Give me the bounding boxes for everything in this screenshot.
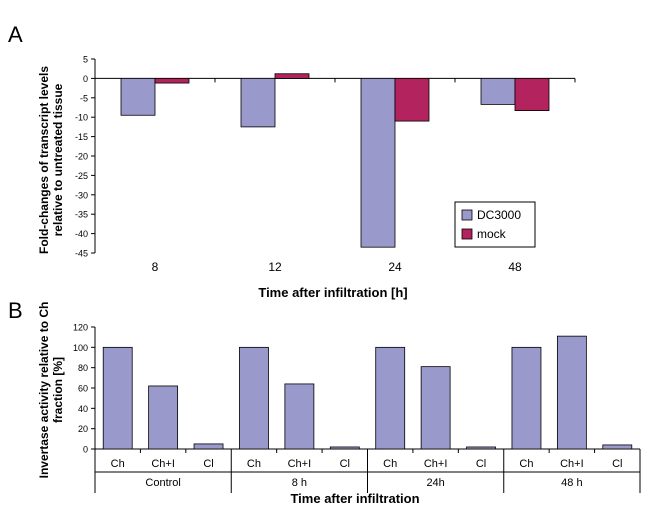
panel-b-y-tick-label: 60: [78, 384, 88, 394]
panel-b-y-tick-label: 40: [78, 404, 88, 414]
legend-label-dc3000: DC3000: [477, 208, 521, 222]
bar-8-h-ch: [239, 346, 269, 450]
panel-b-x-tick-label: Ch+I: [288, 458, 312, 470]
panel-a-y-tick-label: -45: [75, 249, 88, 259]
legend-label-mock: mock: [477, 227, 507, 241]
panel-b-y-tick-label: 120: [73, 323, 88, 333]
panel-b-label: B: [8, 298, 23, 323]
panel-b-y-tick-label: 80: [78, 363, 88, 373]
bar-dc3000-24h: [360, 78, 396, 248]
bar-dc3000-8h: [120, 78, 156, 116]
bar-dc3000-48h: [480, 78, 516, 105]
bar-mock-48h: [514, 78, 550, 112]
panel-a-y-tick-label: 5: [83, 55, 88, 65]
panel-b-x-tick-label: Cl: [612, 458, 622, 470]
panel-a-y-tick-label: -40: [75, 229, 88, 239]
panel-a-y-tick-label: -35: [75, 210, 88, 220]
panel-a-x-tick-label: 24: [388, 260, 402, 274]
panel-b-x-tick-label: Cl: [340, 458, 350, 470]
panel-a-y-tick-label: -25: [75, 171, 88, 181]
bar-mock-24h: [394, 78, 430, 122]
bar-24h-cl: [466, 446, 496, 450]
panel-a-plot: 5 0 -5 -10 -15 -20 -25 -30 -35 -40 -45 8 12 24 48: [75, 55, 576, 274]
bar-8-h-ch-i: [284, 383, 315, 450]
panel-a-y-tick-label: 0: [83, 74, 88, 84]
bar-24h-ch-i: [420, 366, 451, 450]
legend-swatch-dc3000: [461, 209, 473, 221]
panel-b-ylabel-line1: Invertase activity relative to Ch: [37, 302, 51, 479]
panel-a-x-tick-label: 12: [268, 260, 282, 274]
panel-b-x-tick-label: Ch+I: [151, 458, 175, 470]
panel-b-group-label: 24h: [426, 477, 444, 489]
panel-b-x-tick-label: Cl: [203, 458, 213, 470]
panel-a-y-tick-label: -15: [75, 132, 88, 142]
bar-48-h-ch-i: [556, 335, 587, 450]
panel-a-xlabel: Time after infiltration [h]: [258, 285, 407, 300]
panel-b-y-tick-label: 20: [78, 424, 88, 434]
panel-a-ylabel-line2: relative to untreated tissue: [51, 83, 65, 236]
bar-control-ch: [102, 346, 133, 450]
panel-b-group-label: Control: [145, 477, 180, 489]
legend-swatch-mock: [461, 228, 473, 240]
panel-b-group-label: 8 h: [292, 477, 307, 489]
panel-a-y-tick-label: -20: [75, 152, 88, 162]
panel-a-x-tick-label: 8: [152, 260, 159, 274]
panel-b-x-tick-label: Ch: [247, 458, 261, 470]
panel-a-y-tick-label: -5: [80, 93, 88, 103]
bar-mock-8h: [154, 78, 190, 84]
panel-b-x-tick-label: Ch+I: [560, 458, 584, 470]
bar-control-ch-i: [148, 385, 179, 450]
panel-a-legend: DC3000 mock: [454, 201, 536, 248]
panel-b-ylabel-line2: fraction [%]: [51, 357, 65, 423]
panel-a-y-tick-label: -30: [75, 190, 88, 200]
panel-a-ylabel-line1: Fold-changes of transcript levels: [37, 66, 51, 254]
panel-b-x-tick-label: Ch+I: [424, 458, 448, 470]
bar-control-cl: [193, 443, 224, 450]
panel-a-x-tick-label: 48: [508, 260, 522, 274]
panel-b-plot: 120 100 80 60 40 20 0 Control Ch Ch+I Cl 8 h Ch Ch+I C…: [73, 323, 641, 493]
bar-48-h-cl: [602, 444, 633, 450]
panel-b-x-tick-label: Ch: [519, 458, 533, 470]
panel-b-x-tick-label: Cl: [476, 458, 486, 470]
bar-8-h-cl: [329, 446, 360, 450]
panel-b-y-tick-label: 0: [83, 445, 88, 455]
bar-24h-ch: [375, 346, 406, 450]
bar-dc3000-12h: [240, 78, 276, 128]
panel-a-y-tick-label: -10: [75, 113, 88, 123]
panel-b-x-tick-label: Ch: [111, 458, 125, 470]
panel-b-x-tick-label: Ch: [383, 458, 397, 470]
panel-b-group-label: 48 h: [561, 477, 582, 489]
panel-b-y-tick-label: 100: [73, 343, 88, 353]
bar-mock-12h: [274, 73, 310, 79]
panel-b-xlabel: Time after infiltration: [290, 491, 419, 506]
panel-a-label: A: [8, 22, 23, 47]
bar-48-h-ch: [511, 346, 542, 450]
legend-frame: [454, 201, 536, 248]
